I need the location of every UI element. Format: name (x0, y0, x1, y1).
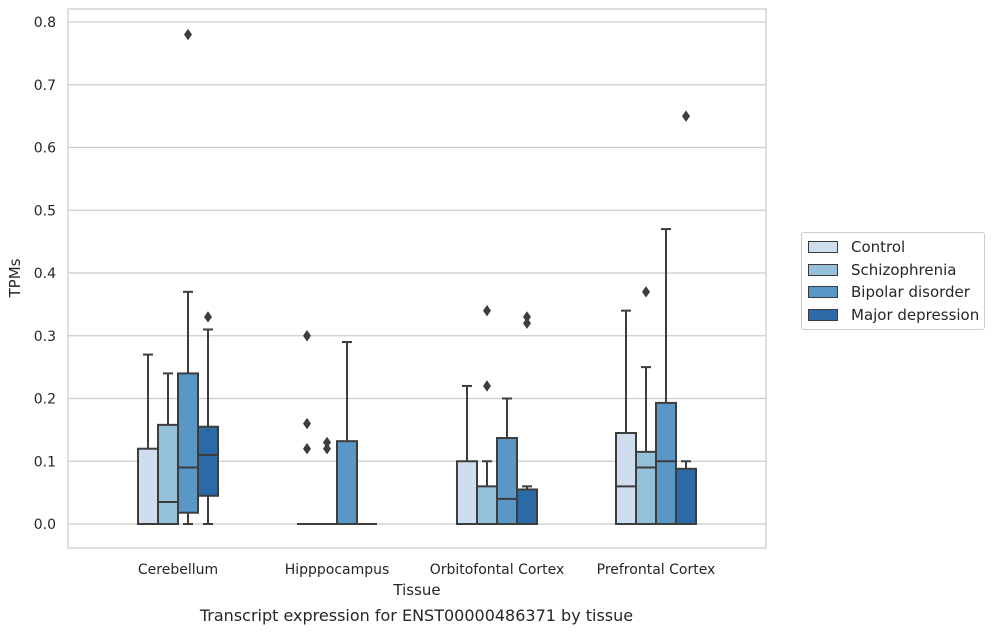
box-group (635, 286, 657, 525)
outlier-point (483, 380, 491, 392)
legend-item-bipolar-disorder: Bipolar disorder (808, 281, 979, 304)
legend-swatch-control (808, 241, 838, 254)
iqr-box (177, 372, 199, 514)
iqr-box (615, 432, 637, 526)
y-tick-label: 0.5 (34, 203, 56, 219)
x-tick-label: Prefrontal Cortex (597, 562, 716, 578)
iqr-box (496, 437, 518, 525)
outlier-point (303, 417, 311, 430)
y-tick-label: 0.3 (34, 329, 56, 345)
legend: Control Schizophrenia Bipolar disorder M… (801, 232, 986, 330)
outlier-point (483, 304, 491, 317)
outlier-point (642, 286, 650, 298)
outlier-point (682, 110, 690, 122)
y-tick-label: 0.7 (34, 78, 56, 94)
outlier-point (523, 317, 531, 329)
outlier-point (204, 311, 212, 323)
y-tick-label: 0.1 (34, 454, 56, 470)
y-tick-labels: 0.0 0.1 0.2 0.3 0.4 0.5 0.6 0.7 0.8 (34, 15, 56, 533)
x-axis-label: Tissue (392, 581, 440, 599)
box-series (137, 28, 697, 526)
x-tick-label: Orbitofontal Cortex (430, 562, 565, 578)
x-tick-label: Hipppocampus (285, 562, 390, 578)
box-group (297, 330, 317, 525)
box-group (496, 397, 518, 525)
iqr-box (635, 450, 657, 525)
box-group (137, 353, 159, 526)
iqr-box (516, 488, 538, 525)
box-group (197, 311, 219, 525)
legend-label-schizophrenia: Schizophrenia (851, 260, 957, 279)
box-group (317, 436, 337, 525)
iqr-box (336, 440, 358, 526)
plot-frame (67, 8, 767, 549)
legend-item-schizophrenia: Schizophrenia (808, 259, 979, 282)
iqr-box (476, 485, 498, 526)
box-group (516, 311, 538, 525)
box-group (476, 304, 498, 526)
iqr-box (655, 401, 677, 525)
legend-swatch-major-depression (808, 308, 838, 321)
legend-item-major-depression: Major depression (808, 304, 979, 327)
box-group (675, 110, 697, 525)
box-group (157, 372, 179, 526)
outlier-point (303, 330, 311, 342)
legend-item-control: Control (808, 236, 979, 259)
y-tick-label: 0.6 (34, 141, 56, 157)
legend-swatch-schizophrenia (808, 263, 838, 276)
box-group (336, 341, 358, 526)
iqr-box (675, 467, 697, 525)
y-tick-label: 0.8 (34, 15, 56, 31)
outlier-point (303, 443, 311, 455)
box-group (655, 228, 677, 525)
legend-label-bipolar-disorder: Bipolar disorder (851, 283, 970, 302)
x-tick-labels: Cerebellum Hipppocampus Orbitofontal Corte… (138, 562, 715, 578)
box-group (177, 28, 199, 525)
legend-swatch-bipolar-disorder (808, 286, 838, 299)
y-axis-label: TPMs (6, 258, 24, 298)
y-tick-label: 0.2 (34, 392, 56, 408)
y-tick-label: 0.4 (34, 266, 56, 282)
iqr-box (197, 425, 219, 497)
chart-caption: Transcript expression for ENST0000048637… (199, 606, 634, 625)
iqr-box (137, 447, 159, 526)
box-group (456, 384, 478, 525)
y-tick-label: 0.0 (34, 517, 56, 533)
outlier-point (184, 28, 192, 41)
legend-label-major-depression: Major depression (851, 305, 980, 324)
legend-label-control: Control (851, 238, 906, 257)
box-group (615, 309, 637, 526)
outlier-point (323, 443, 331, 455)
iqr-box (456, 460, 478, 525)
x-tick-label: Cerebellum (138, 562, 218, 578)
iqr-box (157, 423, 179, 526)
